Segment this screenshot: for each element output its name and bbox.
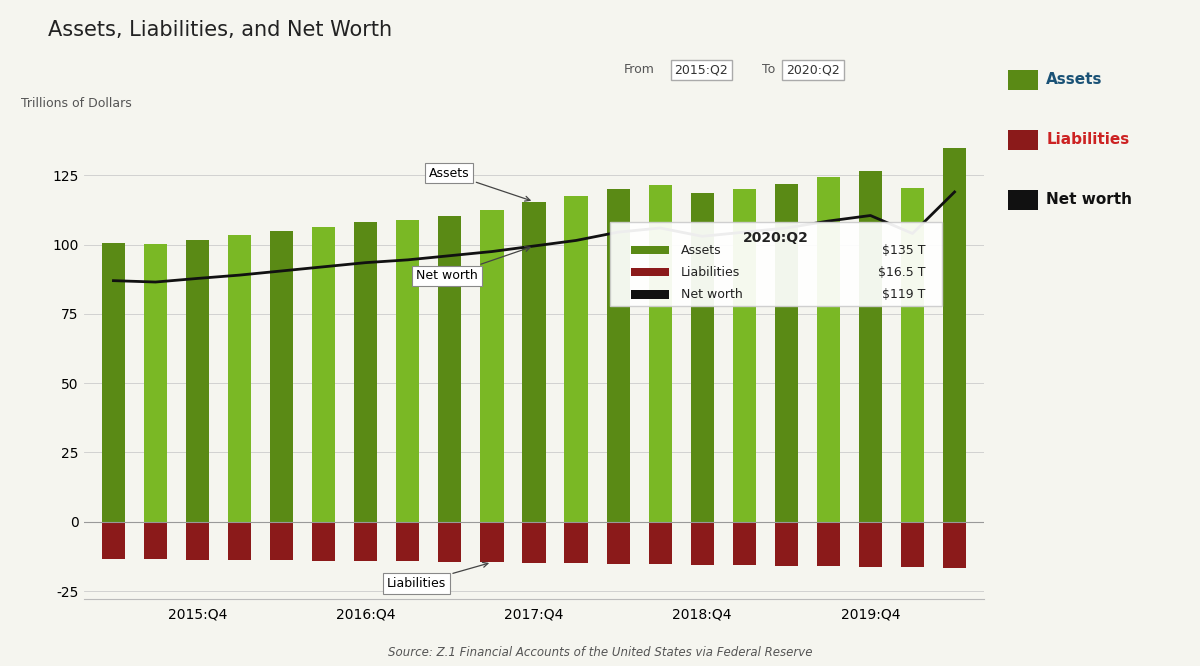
Bar (631, 246, 668, 254)
Bar (691, 193, 714, 521)
Bar (522, 521, 546, 563)
Bar (817, 521, 840, 566)
Bar (943, 521, 966, 567)
Text: 2020:Q2: 2020:Q2 (786, 63, 840, 77)
Bar (354, 222, 377, 521)
Bar (480, 521, 504, 562)
Bar (943, 148, 966, 521)
Text: Net worth: Net worth (416, 246, 530, 282)
Bar (564, 521, 588, 563)
Bar (733, 189, 756, 521)
Bar (649, 185, 672, 521)
Bar (901, 521, 924, 567)
Text: $135 T: $135 T (882, 244, 925, 256)
Text: Assets: Assets (682, 244, 722, 256)
Bar (733, 521, 756, 565)
Bar (817, 176, 840, 521)
Bar (312, 521, 335, 561)
Bar (859, 171, 882, 521)
Text: $16.5 T: $16.5 T (877, 266, 925, 279)
Bar (228, 235, 251, 521)
Bar (270, 521, 293, 560)
Bar (438, 521, 462, 562)
Bar (649, 521, 672, 565)
Bar (270, 230, 293, 521)
Bar (228, 521, 251, 560)
Bar (438, 216, 462, 521)
Bar (901, 188, 924, 521)
Text: Liabilities: Liabilities (682, 266, 740, 279)
Text: Assets: Assets (428, 166, 530, 201)
FancyBboxPatch shape (610, 222, 942, 306)
Bar (102, 521, 125, 559)
Text: To: To (762, 63, 775, 77)
Bar (522, 202, 546, 521)
Bar (775, 521, 798, 565)
Bar (102, 243, 125, 521)
Text: Source: Z.1 Financial Accounts of the United States via Federal Reserve: Source: Z.1 Financial Accounts of the Un… (388, 646, 812, 659)
Bar (691, 521, 714, 565)
Text: From: From (624, 63, 655, 77)
Bar (186, 240, 209, 521)
Bar (606, 521, 630, 564)
Text: Net worth: Net worth (1046, 192, 1133, 207)
Bar (354, 521, 377, 561)
Text: 2020:Q2: 2020:Q2 (743, 230, 809, 244)
Text: Assets: Assets (1046, 73, 1103, 87)
Text: Net worth: Net worth (682, 288, 743, 301)
Text: Liabilities: Liabilities (386, 562, 488, 590)
Text: $119 T: $119 T (882, 288, 925, 301)
Bar (480, 210, 504, 521)
Bar (144, 521, 167, 559)
Bar (396, 521, 419, 561)
Bar (186, 521, 209, 559)
Text: Trillions of Dollars: Trillions of Dollars (22, 97, 132, 111)
Bar (775, 184, 798, 521)
Text: Assets, Liabilities, and Net Worth: Assets, Liabilities, and Net Worth (48, 20, 392, 40)
Bar (564, 196, 588, 521)
Bar (312, 226, 335, 521)
Bar (606, 189, 630, 521)
Bar (859, 521, 882, 567)
Text: Liabilities: Liabilities (1046, 133, 1129, 147)
Bar (396, 220, 419, 521)
Bar (631, 290, 668, 298)
Bar (631, 268, 668, 276)
Text: 2015:Q2: 2015:Q2 (674, 63, 728, 77)
Bar (144, 244, 167, 521)
